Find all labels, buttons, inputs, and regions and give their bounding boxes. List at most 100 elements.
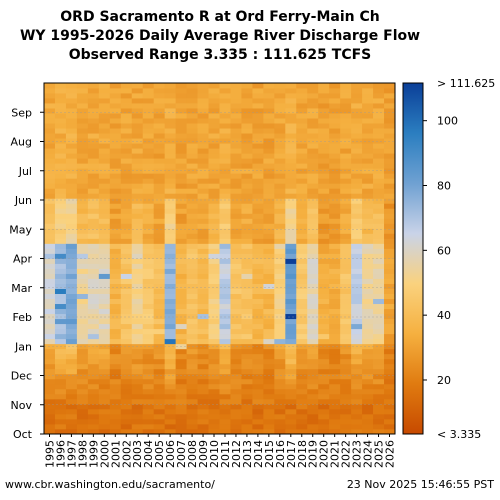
heatmap-cell [307,288,319,294]
heatmap-cell [142,293,155,300]
heatmap-cell [219,418,231,425]
heatmap-cell [318,223,330,229]
heatmap-cell [252,428,264,435]
heatmap-cell [175,218,187,224]
heatmap-cell [230,198,242,204]
heatmap-cell [153,278,166,284]
heatmap-cell [230,233,242,239]
heatmap-cell [44,118,56,124]
heatmap-cell [197,218,209,224]
heatmap-cell [87,153,100,159]
heatmap-cell [131,153,144,159]
heatmap-cell [131,283,144,289]
heatmap-cell [274,428,286,435]
heatmap-cell [362,303,374,310]
heatmap-cell [186,273,198,279]
heatmap-cell [362,158,374,164]
heatmap-cell [87,288,100,294]
heatmap-cell [241,108,253,114]
heatmap-cell [384,118,396,124]
heatmap-cell [120,308,133,315]
heatmap-cell [296,293,308,300]
heatmap-cell [164,103,177,109]
heatmap-cell [153,223,166,229]
heatmap-cell [230,103,242,109]
heatmap-cell [252,243,264,249]
heatmap-cell [318,393,330,400]
heatmap-cell [197,193,209,199]
heatmap-cell [208,238,220,244]
heatmap-cell [340,198,352,204]
heatmap-cell [384,273,396,279]
heatmap-cell [54,348,67,355]
heatmap-cell [120,233,133,239]
heatmap-cell [263,333,275,340]
heatmap-cell [362,408,374,415]
heatmap-cell [219,238,231,244]
heatmap-cell [340,108,352,114]
heatmap-cell [307,188,319,194]
heatmap-cell [241,238,253,244]
heatmap-cell [274,193,286,199]
heatmap-cell [120,123,133,129]
heatmap-cell [351,363,363,370]
heatmap-cell [54,408,67,415]
heatmap-cell [230,273,242,279]
heatmap-cell [109,203,122,209]
heatmap-cell [44,158,56,164]
heatmap-cell [362,223,374,229]
heatmap-cell [296,298,308,305]
heatmap-cell [274,303,286,310]
heatmap-cell [274,353,286,360]
heatmap-cell [186,313,198,320]
heatmap-cell [351,198,363,204]
heatmap-cell [274,383,286,390]
heatmap-cell [274,213,286,219]
heatmap-cell [197,408,209,415]
heatmap-cell [318,398,330,405]
heatmap-cell [208,168,220,174]
heatmap-cell [87,93,100,99]
heatmap-cell [285,408,297,415]
heatmap-cell [296,268,308,274]
heatmap-cell [285,128,297,134]
heatmap-cell [164,123,177,129]
heatmap-cell [44,148,56,154]
heatmap-cell [230,158,242,164]
heatmap-cell [252,98,264,104]
heatmap-cell [186,403,198,410]
heatmap-cell [285,288,297,294]
heatmap-cell [307,228,319,234]
heatmap-cell [164,138,177,144]
heatmap-cell [384,268,396,274]
heatmap-cell [98,263,111,269]
heatmap-cell [164,288,177,294]
heatmap-cell [87,208,100,214]
heatmap-cell [65,183,78,189]
heatmap-cell [384,108,396,114]
heatmap-cell [131,358,144,365]
heatmap-cell [142,143,155,149]
heatmap-cell [362,123,374,129]
heatmap-cell [142,188,155,194]
heatmap-cell [54,373,67,380]
heatmap-cell [230,83,242,89]
heatmap-cell [285,123,297,129]
heatmap-cell [98,203,111,209]
heatmap-cell [230,323,242,330]
heatmap-cell [241,138,253,144]
heatmap-cell [373,393,385,400]
heatmap-cell [142,223,155,229]
heatmap-cell [318,143,330,149]
heatmap-cell [373,288,385,294]
heatmap-cell [44,243,56,249]
heatmap-cell [285,358,297,365]
heatmap-cell [274,243,286,249]
heatmap-cell [131,133,144,139]
heatmap-cell [120,423,133,430]
heatmap-cell [175,293,187,300]
heatmap-cell [164,333,177,340]
heatmap-cell [296,83,308,89]
heatmap-cell [131,308,144,315]
heatmap-cell [329,428,341,435]
